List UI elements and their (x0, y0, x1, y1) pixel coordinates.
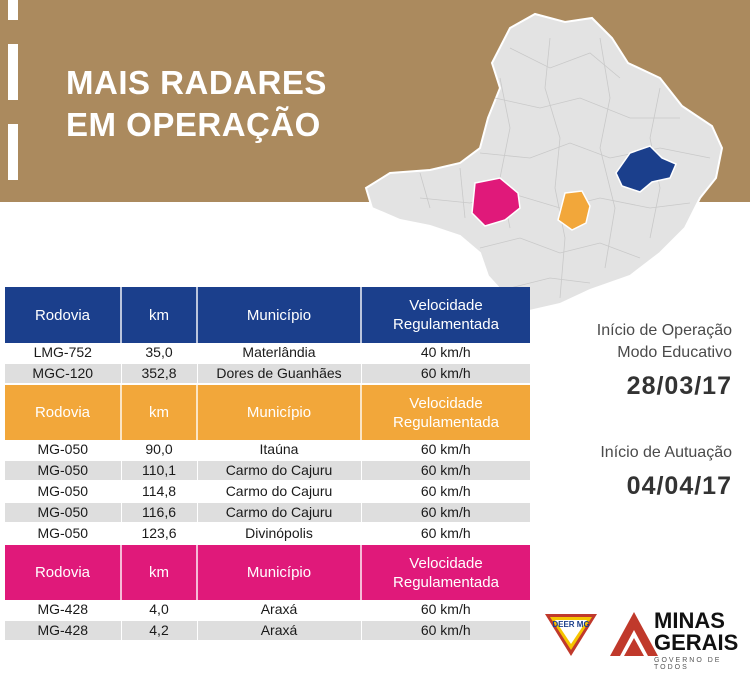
cell-velocidade: 60 km/h (361, 600, 530, 621)
road-stripe (8, 0, 18, 20)
group-blue: Rodovia km Município Velocidade Regulame… (5, 287, 530, 385)
cell-km: 352,8 (121, 363, 198, 385)
cell-municipio: Dores de Guanhães (197, 363, 362, 385)
header-rodovia: Rodovia (5, 384, 122, 440)
table-row: MG-050 90,0 Itaúna 60 km/h (5, 440, 530, 461)
road-stripe (8, 124, 18, 180)
table-row: LMG-752 35,0 Materlândia 40 km/h (5, 343, 530, 364)
cell-velocidade: 60 km/h (361, 481, 530, 503)
road-stripe (8, 44, 18, 100)
title-line-1: MAIS RADARES (66, 64, 327, 101)
group-orange: Rodovia km Município Velocidade Regulame… (5, 384, 530, 545)
group-pink: Rodovia km Município Velocidade Regulame… (5, 544, 530, 642)
cell-rodovia: MG-428 (5, 600, 122, 621)
header-rodovia: Rodovia (5, 544, 122, 600)
minas-gerais-wordmark: MINAS GERAIS (654, 610, 738, 654)
radar-table: Rodovia km Município Velocidade Regulame… (5, 287, 530, 642)
state-map (364, 12, 724, 314)
table-row: MG-050 114,8 Carmo do Cajuru 60 km/h (5, 481, 530, 503)
cell-municipio: Itaúna (197, 440, 362, 461)
operation-info: Início de Operação Modo Educativo 28/03/… (597, 320, 732, 402)
map-state-shape (364, 12, 724, 314)
deer-logo-text: DEER MG (552, 620, 589, 629)
operation-date: 28/03/17 (626, 372, 732, 400)
cell-velocidade: 60 km/h (361, 460, 530, 482)
table-row: MG-050 116,6 Carmo do Cajuru 60 km/h (5, 502, 530, 524)
cell-rodovia: MG-428 (5, 620, 122, 642)
cell-km: 4,2 (121, 620, 198, 642)
cell-municipio: Materlândia (197, 343, 362, 364)
cell-velocidade: 40 km/h (361, 343, 530, 364)
enforcement-label: Início de Autuação (600, 444, 732, 461)
minas-gerais-logo (610, 612, 658, 656)
cell-velocidade: 60 km/h (361, 502, 530, 524)
table-row: MG-428 4,0 Araxá 60 km/h (5, 600, 530, 621)
header-km: km (121, 384, 198, 440)
map-region-pink (471, 177, 521, 227)
cell-municipio: Divinópolis (197, 523, 362, 545)
enforcement-info: Início de Autuação 04/04/17 (600, 442, 732, 502)
header-municipio: Município (197, 384, 362, 440)
cell-municipio: Carmo do Cajuru (197, 502, 362, 524)
header-rodovia: Rodovia (5, 287, 122, 343)
header-km: km (121, 544, 198, 600)
operation-mode-label: Modo Educativo (617, 344, 732, 361)
cell-km: 116,6 (121, 502, 198, 524)
cell-velocidade: 60 km/h (361, 523, 530, 545)
page-title: MAIS RADARES EM OPERAÇÃO (66, 62, 327, 146)
header-velocidade: Velocidade Regulamentada (361, 544, 530, 600)
cell-km: 35,0 (121, 343, 198, 364)
enforcement-date: 04/04/17 (626, 472, 732, 500)
table-row: MG-050 110,1 Carmo do Cajuru 60 km/h (5, 460, 530, 482)
cell-rodovia: MG-050 (5, 523, 122, 545)
map-region-blue (615, 145, 677, 193)
cell-velocidade: 60 km/h (361, 363, 530, 385)
header-km: km (121, 287, 198, 343)
cell-rodovia: MGC-120 (5, 363, 122, 385)
cell-rodovia: MG-050 (5, 440, 122, 461)
map-region-orange (557, 190, 591, 231)
cell-municipio: Araxá (197, 600, 362, 621)
table-row: MG-050 123,6 Divinópolis 60 km/h (5, 523, 530, 545)
table-row: MGC-120 352,8 Dores de Guanhães 60 km/h (5, 363, 530, 385)
operation-label: Início de Operação (596, 322, 732, 339)
header-velocidade: Velocidade Regulamentada (361, 287, 530, 343)
header-municipio: Município (197, 287, 362, 343)
mg-line-2: GERAIS (654, 630, 739, 655)
cell-municipio: Carmo do Cajuru (197, 481, 362, 503)
cell-rodovia: MG-050 (5, 460, 122, 482)
cell-km: 4,0 (121, 600, 198, 621)
cell-rodovia: MG-050 (5, 481, 122, 503)
cell-velocidade: 60 km/h (361, 620, 530, 642)
table-header: Rodovia km Município Velocidade Regulame… (5, 544, 530, 600)
cell-velocidade: 60 km/h (361, 440, 530, 461)
cell-municipio: Carmo do Cajuru (197, 460, 362, 482)
title-line-2: EM OPERAÇÃO (66, 106, 321, 143)
cell-municipio: Araxá (197, 620, 362, 642)
cell-km: 110,1 (121, 460, 198, 482)
mg-tagline: GOVERNO DE TODOS (654, 657, 722, 671)
table-header: Rodovia km Município Velocidade Regulame… (5, 287, 530, 343)
header-velocidade: Velocidade Regulamentada (361, 384, 530, 440)
cell-km: 114,8 (121, 481, 198, 503)
cell-rodovia: LMG-752 (5, 343, 122, 364)
header-municipio: Município (197, 544, 362, 600)
cell-rodovia: MG-050 (5, 502, 122, 524)
cell-km: 90,0 (121, 440, 198, 461)
cell-km: 123,6 (121, 523, 198, 545)
table-header: Rodovia km Município Velocidade Regulame… (5, 384, 530, 440)
mg-line-1: MINAS (654, 608, 725, 633)
deer-logo: DEER MG (545, 614, 597, 656)
table-row: MG-428 4,2 Araxá 60 km/h (5, 620, 530, 642)
